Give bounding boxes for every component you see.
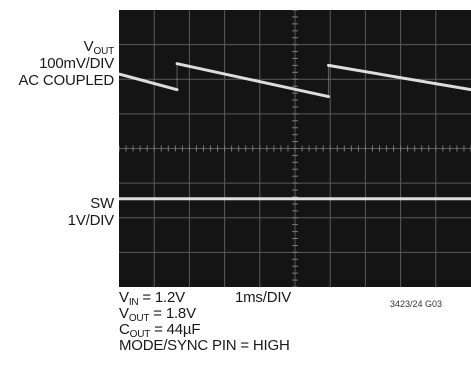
scope-plot (119, 10, 471, 287)
sw-scale: 1V/DIV (67, 212, 115, 229)
vout-name: VOUT (83, 38, 115, 57)
vout-trace-segment (326, 63, 471, 92)
vout-coupling: AC COUPLED (18, 72, 114, 89)
oscilloscope-screen (119, 10, 471, 287)
vout-condition: VOUT = 1.8V (119, 305, 196, 324)
mode-condition: MODE/SYNC PIN = HIGH (119, 337, 290, 354)
timebase-label: 1ms/DIV (235, 289, 292, 306)
vout-scale: 100mV/DIV (39, 55, 114, 72)
vout-trace-segment (119, 72, 179, 92)
vout-trace-segment (175, 62, 330, 99)
sw-label: SW 1V/DIV (67, 195, 115, 229)
cout-condition: COUT = 44µF (119, 321, 201, 340)
vout-label: VOUT 100mV/DIV AC COUPLED (18, 38, 114, 89)
sw-name: SW (90, 195, 114, 212)
figure-id: 3423/24 G03 (390, 299, 443, 309)
vin-condition: VIN = 1.2V (119, 289, 185, 308)
